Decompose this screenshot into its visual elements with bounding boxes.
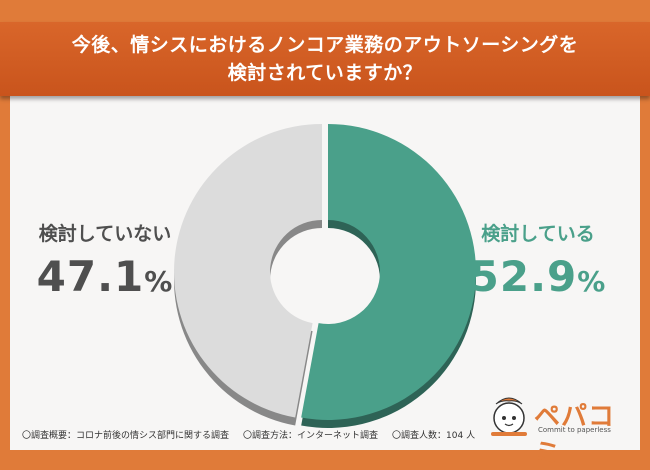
label-considering-name: 検討している [481,223,595,245]
donut-slice-0 [301,124,477,421]
mascot-icon [491,397,527,436]
chart-title-line-1: 今後、情シスにおけるノンコア業務のアウトソーシングを [71,34,579,56]
donut-slice-1 [174,124,322,418]
label-not-considering: 検討していない 47.1% [20,222,190,307]
chart-title-line-2: 検討されていますか？ [227,62,423,84]
pct-value-considering: 52.9 [469,252,578,301]
donut-chart [174,124,477,429]
label-considering: 検討している 52.9% [458,222,618,307]
title-banner: 今後、情シスにおけるノンコア業務のアウトソーシングを 検討されていますか？ [0,22,650,96]
survey-footer: 〇調査概要：コロナ前後の情シス部門に関する調査 〇調査方法：インターネット調査 … [22,428,475,441]
brand-logo: ペパコミ Commit to paperless [488,392,638,469]
pct-value-not-considering: 47.1 [36,252,145,301]
pct-unit-considering: % [577,265,607,298]
survey-overview: 〇調査概要：コロナ前後の情シス部門に関する調査 [22,431,230,441]
survey-method: 〇調査方法：インターネット調査 [243,431,379,441]
label-not-considering-pct: 47.1% [20,252,190,307]
pct-unit-not-considering: % [144,265,174,298]
logo-tagline: Commit to paperless [538,426,611,434]
top-border [0,0,650,22]
label-not-considering-name: 検討していない [38,223,172,245]
label-considering-pct: 52.9% [458,252,618,307]
survey-count: 〇調査人数：104 人 [392,431,476,441]
